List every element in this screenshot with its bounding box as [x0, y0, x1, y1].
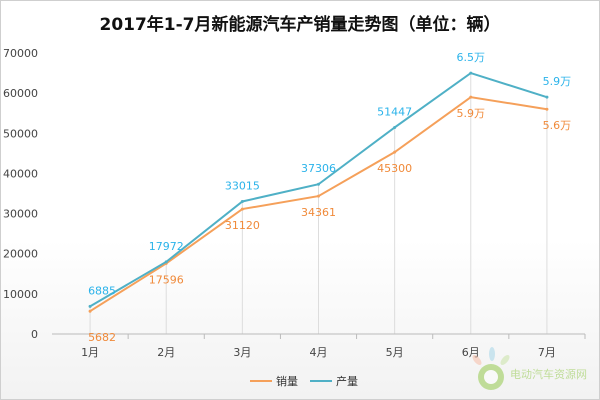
data-point: [317, 182, 320, 186]
x-tick-label: 5月: [386, 346, 404, 359]
y-tick-label: 60000: [3, 87, 38, 100]
x-tick-label: 7月: [538, 346, 556, 359]
y-tick-label: 30000: [3, 208, 38, 221]
data-label: 5682: [88, 331, 116, 344]
data-label: 6885: [88, 284, 116, 297]
data-point: [545, 107, 549, 111]
data-point: [88, 309, 92, 313]
watermark-logo: 电动汽车资源网: [472, 347, 587, 390]
data-label: 6.5万: [457, 51, 486, 64]
y-tick-label: 10000: [3, 288, 38, 301]
data-label: 45300: [377, 162, 412, 175]
data-point: [469, 71, 473, 75]
data-label: 31120: [225, 219, 260, 232]
data-label: 33015: [225, 179, 260, 192]
data-point: [393, 125, 397, 129]
data-point: [164, 260, 168, 264]
data-point: [240, 207, 244, 211]
data-label: 5.6万: [543, 119, 572, 132]
legend-label: 产量: [336, 374, 358, 388]
chart-title: 2017年1-7月新能源汽车产销量走势图（单位：辆）: [99, 14, 500, 35]
data-point: [393, 150, 397, 154]
data-label: 5.9万: [457, 107, 486, 120]
legend-label: 销量: [276, 374, 298, 388]
data-label: 17596: [149, 273, 184, 286]
data-point: [240, 199, 244, 203]
x-tick-label: 4月: [310, 346, 328, 359]
x-tick-label: 3月: [233, 346, 251, 359]
data-label: 17972: [149, 240, 184, 253]
x-tick-label: 1月: [81, 346, 99, 359]
y-tick-label: 40000: [3, 167, 38, 180]
data-point: [469, 95, 473, 99]
y-tick-label: 0: [31, 328, 38, 341]
y-tick-label: 70000: [3, 47, 38, 60]
data-label: 34361: [301, 206, 336, 219]
data-point: [545, 95, 549, 99]
x-tick-label: 2月: [157, 346, 175, 359]
y-tick-label: 50000: [3, 127, 38, 140]
data-label: 5.9万: [543, 75, 572, 88]
data-label: 37306: [301, 162, 336, 175]
data-point: [317, 194, 320, 198]
watermark-text: 电动汽车资源网: [510, 367, 587, 381]
data-point: [88, 304, 92, 308]
data-label: 51447: [377, 105, 412, 118]
y-tick-label: 20000: [3, 248, 38, 261]
